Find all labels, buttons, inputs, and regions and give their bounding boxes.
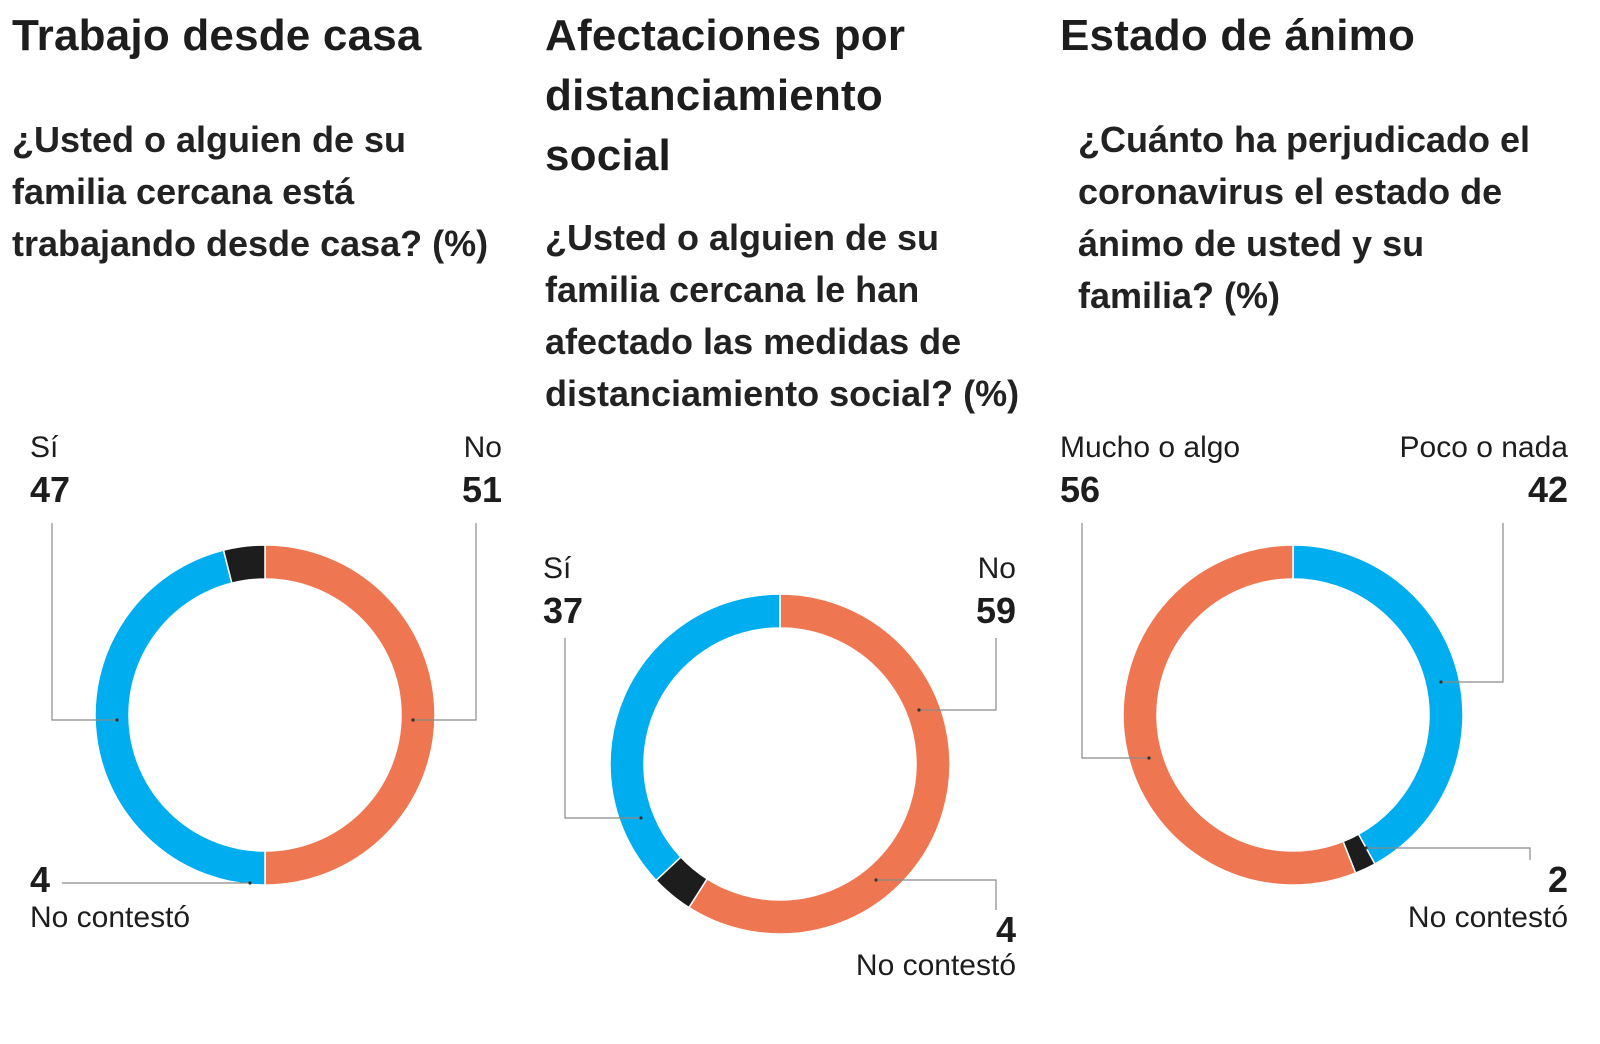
label-si: Sí <box>30 431 59 464</box>
label-no-contesto: No contestó <box>855 949 1016 982</box>
label-poco-o-nada: Poco o nada <box>1399 431 1568 464</box>
chart-panel-animo: Estado de ánimo ¿Cuánto ha perjudicado e… <box>1048 0 1568 1044</box>
donut-slice-si <box>94 549 266 886</box>
leader-dot-poco-o-nada <box>1439 680 1443 684</box>
value-mucho-o-algo: 56 <box>1060 469 1101 510</box>
leader-dot-si <box>115 718 119 722</box>
chart-subtitle: ¿Usted o alguien de su familia cercana l… <box>545 217 1020 414</box>
chart-title: Afectaciones por distanciamiento social <box>545 11 906 180</box>
leader-dot-no-contesto <box>248 881 252 885</box>
value-si: 37 <box>543 590 584 631</box>
chart-subtitle: ¿Cuánto ha perjudicado el coronavirus el… <box>1078 119 1531 316</box>
value-si: 47 <box>30 469 71 510</box>
leader-dot-no <box>411 718 415 722</box>
donut-slice-no <box>264 544 436 886</box>
leader-line-no-contesto <box>876 879 997 910</box>
leader-dot-no-contesto <box>874 878 878 882</box>
leader-line-poco-o-nada <box>1441 523 1504 683</box>
leader-dot-no-contesto <box>1364 846 1368 850</box>
chart-title: Trabajo desde casa <box>12 11 422 60</box>
leader-dot-no <box>917 708 921 712</box>
value-poco-o-nada: 42 <box>1527 469 1568 510</box>
leader-dot-si <box>639 816 643 820</box>
leader-line-mucho-o-algo <box>1081 523 1149 759</box>
donut-slice-si <box>609 593 781 882</box>
leader-line-no <box>919 638 997 711</box>
value-no-contesto: 4 <box>30 859 51 900</box>
value-no: 51 <box>461 469 502 510</box>
donut-chart <box>1081 523 1531 886</box>
value-no-contesto: 2 <box>1547 859 1568 900</box>
value-no-contesto: 4 <box>995 909 1016 950</box>
leader-line-si <box>51 523 117 721</box>
leader-line-no <box>413 523 477 721</box>
leader-dot-mucho-o-algo <box>1147 756 1151 760</box>
chart-panel-distanciamiento: Afectaciones por distanciamiento social … <box>533 0 1053 1044</box>
label-no-contesto: No contestó <box>1407 901 1568 934</box>
donut-chart <box>564 593 997 935</box>
leader-line-no-contesto <box>1366 847 1531 860</box>
donut-slice-no <box>687 593 951 935</box>
donut-slice-mucho-o-algo <box>1122 544 1357 886</box>
label-no-contesto: No contestó <box>30 901 191 934</box>
donut-slice-no-contesto <box>222 544 266 585</box>
donut-slice-poco-o-nada <box>1292 544 1464 865</box>
donut-chart <box>51 523 477 886</box>
label-no: No <box>977 552 1016 585</box>
label-mucho-o-algo: Mucho o algo <box>1060 431 1241 464</box>
label-no: No <box>463 431 502 464</box>
chart-subtitle: ¿Usted o alguien de su familia cercana e… <box>12 119 489 264</box>
value-no: 59 <box>975 590 1016 631</box>
chart-title: Estado de ánimo <box>1060 11 1416 60</box>
label-si: Sí <box>543 552 572 585</box>
leader-line-si <box>564 638 641 819</box>
chart-panel-trabajo: Trabajo desde casa ¿Usted o alguien de s… <box>0 0 520 1044</box>
